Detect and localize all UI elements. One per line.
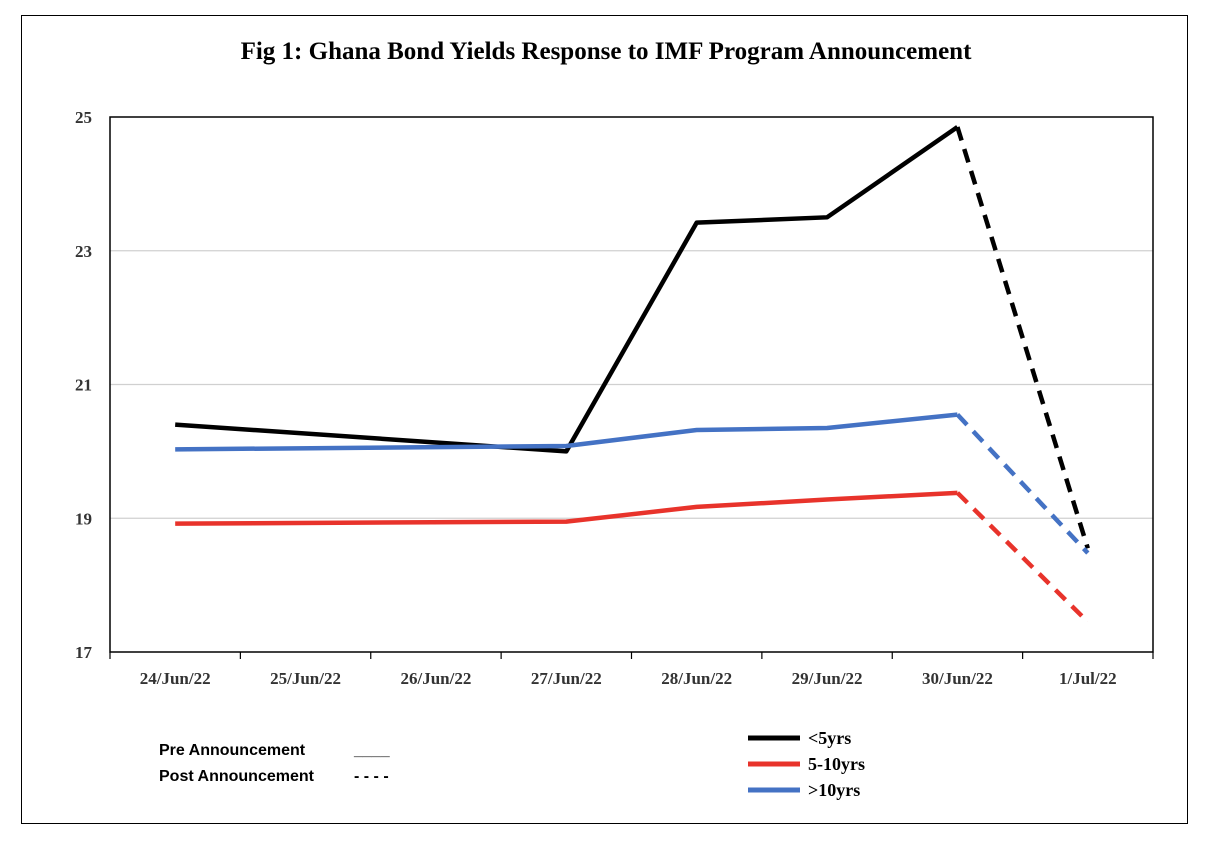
x-tick-label: 29/Jun/22 bbox=[792, 669, 863, 688]
y-tick-label: 25 bbox=[75, 108, 92, 127]
series-lines bbox=[175, 125, 1090, 624]
series-line-post bbox=[955, 491, 1090, 624]
axes bbox=[109, 116, 1154, 659]
series-line-pre bbox=[175, 490, 958, 526]
announcement-notes: Pre Announcement ____ Post Announcement … bbox=[159, 742, 391, 785]
chart-svg: Fig 1: Ghana Bond Yields Response to IMF… bbox=[75, 38, 1154, 800]
x-tick-label: 25/Jun/22 bbox=[270, 669, 341, 688]
legend-label: 5-10yrs bbox=[808, 754, 865, 774]
pre-announcement-label: Pre Announcement bbox=[159, 742, 306, 759]
post-announcement-marker: - - - - bbox=[354, 768, 389, 785]
x-tick-label: 26/Jun/22 bbox=[401, 669, 472, 688]
x-tick-label: 30/Jun/22 bbox=[922, 669, 993, 688]
series-line-post bbox=[955, 413, 1090, 555]
y-tick-label: 19 bbox=[75, 509, 92, 528]
legend: <5yrs 5-10yrs >10yrs bbox=[748, 728, 865, 800]
figure-frame: Fig 1: Ghana Bond Yields Response to IMF… bbox=[21, 15, 1188, 824]
pre-announcement-marker: ____ bbox=[353, 742, 391, 759]
series-line-post bbox=[955, 126, 1090, 550]
y-tick-label: 23 bbox=[75, 242, 92, 261]
legend-label: >10yrs bbox=[808, 780, 860, 800]
y-axis-ticks: 17 19 21 23 25 bbox=[75, 108, 93, 662]
series-line-pre bbox=[175, 125, 959, 454]
gridlines bbox=[110, 250, 1153, 519]
x-tick-label: 1/Jul/22 bbox=[1059, 669, 1117, 688]
y-tick-label: 17 bbox=[75, 643, 93, 662]
x-tick-label: 27/Jun/22 bbox=[531, 669, 602, 688]
chart-title: Fig 1: Ghana Bond Yields Response to IMF… bbox=[241, 38, 972, 65]
legend-label: <5yrs bbox=[808, 728, 851, 748]
x-tick-label: 28/Jun/22 bbox=[661, 669, 732, 688]
y-tick-label: 21 bbox=[75, 376, 92, 395]
x-axis-ticks: 24/Jun/22 25/Jun/22 26/Jun/22 27/Jun/22 28/J… bbox=[140, 669, 1117, 688]
x-tick-label: 24/Jun/22 bbox=[140, 669, 211, 688]
post-announcement-label: Post Announcement bbox=[159, 768, 315, 785]
